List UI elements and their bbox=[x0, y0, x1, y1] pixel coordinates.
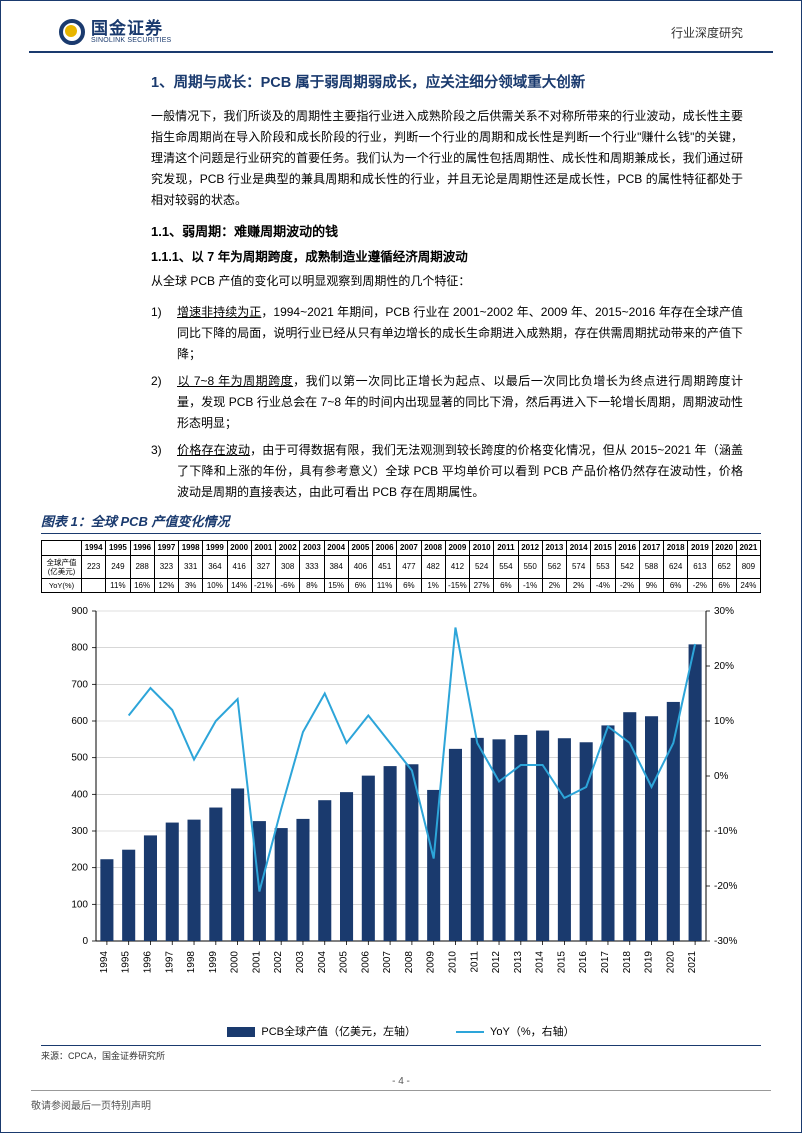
svg-text:2017: 2017 bbox=[600, 951, 611, 974]
table-row-yoy: YoY(%)11%16%12%3%10%14%-21%-6%8%15%6%11%… bbox=[42, 578, 761, 593]
svg-text:2009: 2009 bbox=[426, 951, 437, 974]
chart-container: 0 100 200 300 400 500 600 700 800 900 -30% -20% -10%… bbox=[41, 601, 761, 1021]
li3-num: 3) bbox=[151, 440, 177, 461]
li1-num: 1) bbox=[151, 302, 177, 323]
svg-text:300: 300 bbox=[71, 826, 88, 837]
svg-text:2014: 2014 bbox=[535, 951, 546, 974]
li3-text: ，由于可得数据有限，我们无法观测到较长跨度的价格变化情况，但从 2015~202… bbox=[177, 443, 743, 499]
heading-1-1-1: 1.1.1、以 7 年为周期跨度，成熟制造业遵循经济周期波动 bbox=[151, 246, 743, 265]
li2-num: 2) bbox=[151, 371, 177, 392]
svg-text:2005: 2005 bbox=[339, 951, 350, 974]
svg-text:400: 400 bbox=[71, 790, 88, 801]
main-content: 1、周期与成长：PCB 属于弱周期弱成长，应关注细分领域重大创新 一般情况下，我… bbox=[1, 53, 801, 503]
svg-text:500: 500 bbox=[71, 753, 88, 764]
list-item-3: 3)价格存在波动，由于可得数据有限，我们无法观测到较长跨度的价格变化情况，但从 … bbox=[151, 440, 743, 503]
svg-text:-20%: -20% bbox=[714, 881, 737, 892]
table-row-values: 全球产值(亿美元)2232492883233313644163273083333… bbox=[42, 555, 761, 578]
svg-text:2013: 2013 bbox=[513, 951, 524, 974]
svg-text:2003: 2003 bbox=[295, 951, 306, 974]
list-item-2: 2)以 7~8 年为周期跨度，我们以第一次同比正增长为起点、以最后一次同比负增长… bbox=[151, 371, 743, 434]
paragraph-intro: 一般情况下，我们所谈及的周期性主要指行业进入成熟阶段之后供需关系不对称所带来的行… bbox=[151, 106, 743, 211]
legend-line: YoY（%，右轴） bbox=[456, 1023, 575, 1039]
svg-text:2011: 2011 bbox=[469, 951, 480, 973]
line-swatch-icon bbox=[456, 1031, 484, 1033]
svg-text:30%: 30% bbox=[714, 606, 734, 617]
svg-text:2008: 2008 bbox=[404, 951, 415, 974]
li1-text: ，1994~2021 年期间，PCB 行业在 2001~2002 年、2009 … bbox=[177, 305, 743, 361]
svg-text:1995: 1995 bbox=[121, 951, 132, 974]
svg-text:600: 600 bbox=[71, 716, 88, 727]
svg-text:-30%: -30% bbox=[714, 936, 737, 947]
svg-text:2007: 2007 bbox=[382, 951, 393, 974]
intro-line: 从全球 PCB 产值的变化可以明显观察到周期性的几个特征： bbox=[151, 271, 743, 292]
svg-text:700: 700 bbox=[71, 680, 88, 691]
legend-bar-label: PCB全球产值（亿美元，左轴） bbox=[261, 1026, 416, 1038]
svg-text:100: 100 bbox=[71, 900, 88, 911]
svg-text:2000: 2000 bbox=[230, 951, 241, 974]
svg-text:2010: 2010 bbox=[447, 951, 458, 974]
figure-source: 来源：CPCA，国金证券研究所 bbox=[41, 1045, 761, 1062]
legend-bar: PCB全球产值（亿美元，左轴） bbox=[227, 1023, 416, 1039]
svg-text:2016: 2016 bbox=[578, 951, 589, 974]
svg-text:0: 0 bbox=[82, 936, 88, 947]
logo-icon bbox=[59, 19, 85, 45]
logo: 国金证券 SINOLINK SECURITIES bbox=[59, 19, 171, 45]
svg-text:20%: 20% bbox=[714, 661, 734, 672]
svg-text:2015: 2015 bbox=[556, 951, 567, 974]
svg-text:2019: 2019 bbox=[644, 951, 655, 974]
svg-text:1996: 1996 bbox=[142, 951, 153, 974]
li1-keyword: 增速非持续为正 bbox=[177, 305, 261, 319]
data-table: 1994199519961997199819992000200120022003… bbox=[41, 540, 761, 593]
doc-category: 行业深度研究 bbox=[671, 24, 743, 41]
bar-swatch-icon bbox=[227, 1027, 255, 1037]
svg-text:2002: 2002 bbox=[273, 951, 284, 974]
svg-text:2018: 2018 bbox=[622, 951, 633, 974]
li2-keyword: 以 7~8 年为周期跨度 bbox=[177, 374, 293, 388]
svg-text:1998: 1998 bbox=[186, 951, 197, 974]
figure-1: 图表 1：全球 PCB 产值变化情况 199419951996199719981… bbox=[1, 509, 801, 1062]
logo-text-en: SINOLINK SECURITIES bbox=[91, 37, 171, 44]
svg-text:1999: 1999 bbox=[208, 951, 219, 974]
svg-text:2006: 2006 bbox=[360, 951, 371, 974]
li3-keyword: 价格存在波动 bbox=[177, 443, 250, 457]
svg-text:800: 800 bbox=[71, 643, 88, 654]
svg-text:2020: 2020 bbox=[665, 951, 676, 974]
legend-line-label: YoY（%，右轴） bbox=[490, 1026, 575, 1038]
figure-title: 图表 1：全球 PCB 产值变化情况 bbox=[41, 509, 761, 534]
list-item-1: 1)增速非持续为正，1994~2021 年期间，PCB 行业在 2001~200… bbox=[151, 302, 743, 365]
pcb-output-chart: 0 100 200 300 400 500 600 700 800 900 -30% -20% -10%… bbox=[41, 601, 761, 1021]
page-number: - 4 - bbox=[381, 1076, 421, 1087]
chart-legend: PCB全球产值（亿美元，左轴） YoY（%，右轴） bbox=[41, 1023, 761, 1039]
footer-disclaimer: 敬请参阅最后一页特别声明 bbox=[31, 1097, 151, 1112]
svg-text:-10%: -10% bbox=[714, 826, 737, 837]
heading-1: 1、周期与成长：PCB 属于弱周期弱成长，应关注细分领域重大创新 bbox=[151, 71, 743, 92]
page-header: 国金证券 SINOLINK SECURITIES 行业深度研究 bbox=[29, 1, 773, 53]
svg-text:0%: 0% bbox=[714, 771, 729, 782]
svg-text:2001: 2001 bbox=[251, 951, 262, 974]
svg-text:1994: 1994 bbox=[99, 951, 110, 974]
svg-text:2004: 2004 bbox=[317, 951, 328, 974]
svg-text:10%: 10% bbox=[714, 716, 734, 727]
svg-text:1997: 1997 bbox=[164, 951, 175, 974]
svg-text:2012: 2012 bbox=[491, 951, 502, 974]
heading-1-1: 1.1、弱周期：难赚周期波动的钱 bbox=[151, 221, 743, 240]
logo-text-cn: 国金证券 bbox=[91, 20, 171, 37]
page-footer: - 4 - 敬请参阅最后一页特别声明 bbox=[31, 1090, 771, 1112]
svg-text:900: 900 bbox=[71, 606, 88, 617]
svg-text:200: 200 bbox=[71, 863, 88, 874]
table-row-years: 1994199519961997199819992000200120022003… bbox=[42, 541, 761, 556]
svg-text:2021: 2021 bbox=[687, 951, 698, 974]
